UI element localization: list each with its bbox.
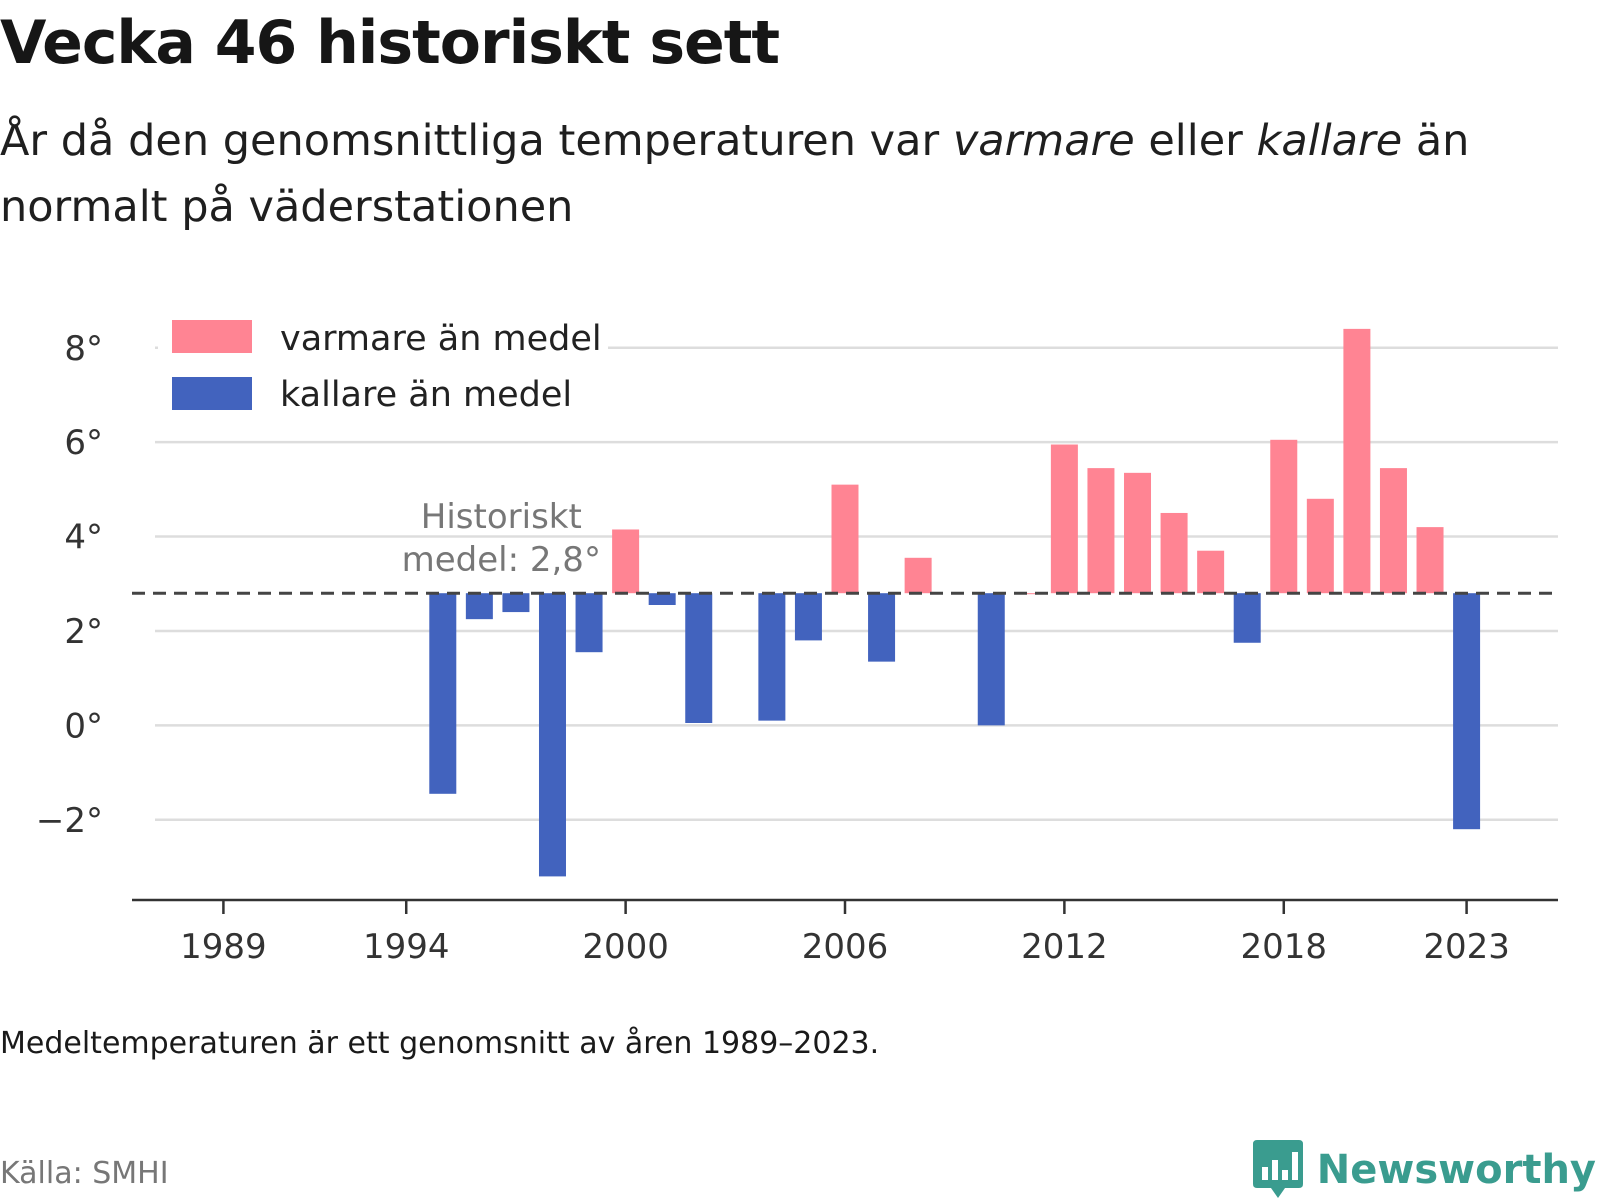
y-tick-label: 8°	[64, 329, 103, 369]
bar	[1087, 468, 1115, 594]
y-tick-label: 0°	[64, 706, 103, 746]
bar	[1197, 550, 1225, 594]
x-tick-label: 1994	[363, 927, 450, 967]
legend: varmare än medel kallare än medel	[158, 304, 608, 416]
bar	[1416, 527, 1444, 594]
bar	[1160, 512, 1188, 594]
brand-name: Newsworthy	[1316, 1147, 1596, 1193]
bar	[1379, 468, 1407, 594]
bar	[575, 593, 603, 653]
y-tick-label: 2°	[64, 612, 103, 652]
bar	[977, 593, 1005, 726]
bar	[1306, 498, 1334, 594]
bar	[794, 593, 822, 641]
bar	[1233, 593, 1261, 643]
bar	[465, 593, 493, 620]
reference-label-line-1: Historiskt	[421, 497, 582, 537]
subtitle-cold: kallare	[1256, 116, 1403, 166]
subtitle-part-2: eller	[1134, 116, 1257, 166]
bar	[1343, 328, 1371, 594]
bar	[1270, 439, 1298, 594]
chart-title: Vecka 46 historiskt sett	[0, 8, 780, 78]
bar	[648, 593, 676, 605]
bar	[1124, 472, 1152, 594]
y-tick-label: 4°	[64, 518, 103, 558]
bar-chart: −2° 0° 2° 4° 6° 8° Historiskt medel: 2,8° 198…	[36, 304, 1558, 967]
x-tick-label: 2012	[1021, 927, 1108, 967]
bar	[831, 484, 859, 594]
bar	[502, 593, 530, 613]
x-axis-ticks: 1989 1994 2000 2006 2012 2018 2023	[180, 900, 1510, 967]
bar	[612, 529, 640, 594]
bar	[1453, 593, 1481, 830]
bar	[429, 593, 457, 794]
y-axis-tick-labels: −2° 0° 2° 4° 6° 8°	[36, 329, 103, 841]
bar-chart-speech-bubble-icon	[1252, 1140, 1303, 1198]
footnote: Medeltemperaturen är ett genomsnitt av å…	[0, 1026, 880, 1061]
reference-label-line-2: medel: 2,8°	[402, 540, 601, 580]
bar	[758, 593, 786, 721]
legend-swatch-cold	[172, 377, 252, 410]
x-tick-label: 2023	[1423, 927, 1510, 967]
x-tick-label: 1989	[180, 927, 267, 967]
chart-subtitle: År då den genomsnittliga temperaturen va…	[0, 108, 1560, 240]
subtitle-part-1: År då den genomsnittliga temperaturen va…	[0, 116, 953, 166]
x-tick-label: 2006	[802, 927, 889, 967]
legend-swatch-warm	[172, 320, 252, 353]
source-label: Källa: SMHI	[0, 1156, 169, 1191]
y-tick-label: 6°	[64, 423, 103, 463]
subtitle-warm: varmare	[952, 116, 1135, 166]
y-tick-label: −2°	[36, 801, 103, 841]
legend-label-warm: varmare än medel	[280, 319, 602, 359]
bar	[904, 557, 932, 594]
bars	[429, 328, 1481, 877]
x-tick-label: 2000	[582, 927, 669, 967]
x-tick-label: 2018	[1241, 927, 1328, 967]
bar	[1050, 444, 1078, 594]
bar	[538, 593, 566, 877]
bar	[685, 593, 713, 723]
subtitle-part-3: än normalt på väderstationen	[0, 116, 1470, 232]
legend-label-cold: kallare än medel	[280, 375, 572, 415]
bar	[868, 593, 896, 662]
brand-logo: Newsworthy	[1252, 1140, 1596, 1200]
bar	[1014, 593, 1042, 595]
